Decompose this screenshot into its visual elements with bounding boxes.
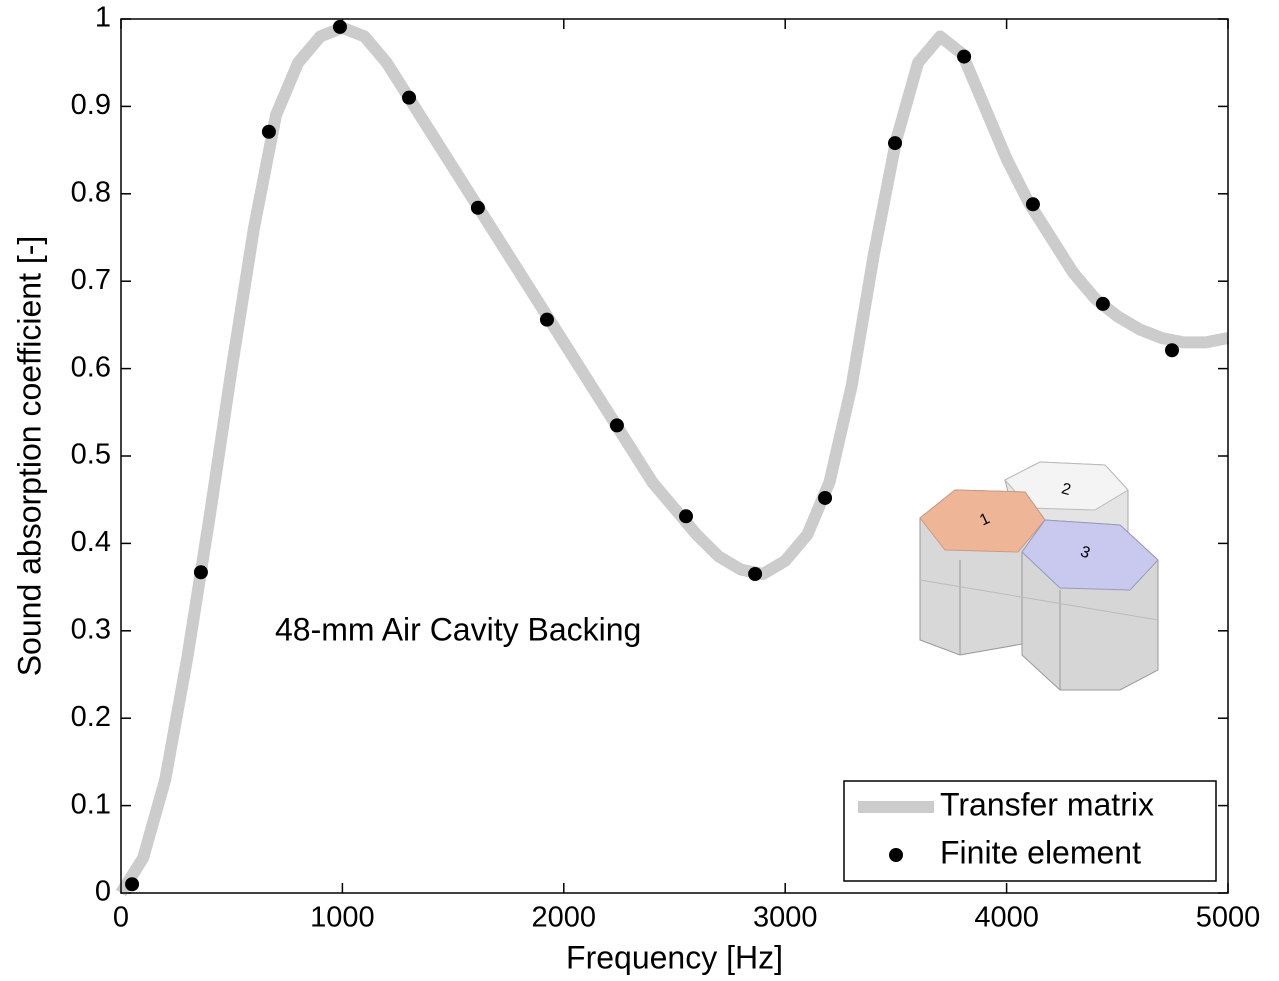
x-tick-label: 4000 — [974, 902, 1039, 934]
y-tick-label: 0.2 — [71, 701, 111, 733]
y-tick-label: 0.4 — [71, 526, 111, 558]
point — [1025, 197, 1040, 212]
inset-label: 2 — [1060, 480, 1073, 499]
point — [748, 566, 763, 581]
y-tick-label: 1 — [95, 2, 111, 34]
y-tick-label: 0.8 — [71, 176, 111, 208]
point — [1095, 296, 1110, 311]
point — [193, 565, 208, 580]
legend-label: Transfer matrix — [940, 786, 1154, 822]
hex-top — [1021, 519, 1159, 591]
point — [888, 136, 903, 151]
x-tick-label: 3000 — [753, 902, 818, 934]
point — [261, 124, 276, 139]
annotation: 48-mm Air Cavity Backing — [275, 611, 641, 647]
y-tick-label: 0 — [95, 876, 111, 908]
hex-edge — [919, 579, 1159, 621]
y-tick-label: 0.6 — [71, 351, 111, 383]
point — [402, 90, 417, 105]
plot-frame — [120, 18, 1229, 894]
line — [115, 21, 1230, 897]
x-tick-label: 1000 — [310, 902, 375, 934]
legend-swatch — [889, 848, 903, 862]
x-tick-label: 2000 — [532, 902, 597, 934]
point — [539, 312, 554, 327]
y-tick-label: 0.3 — [71, 613, 111, 645]
point — [818, 490, 833, 505]
legend-box — [843, 780, 1217, 882]
point — [125, 877, 140, 892]
point — [470, 200, 485, 215]
y-tick-label: 0.5 — [71, 439, 111, 471]
point — [957, 49, 972, 64]
legend-label: Finite element — [940, 834, 1141, 870]
y-tick-label: 0.7 — [71, 264, 111, 296]
y-tick-label: 0.9 — [71, 89, 111, 121]
point — [1164, 343, 1179, 358]
y-axis-label: Sound absorption coefficient [-] — [11, 236, 47, 677]
point — [609, 418, 624, 433]
x-tick-label: 0 — [113, 902, 129, 934]
y-tick-label: 0.1 — [71, 788, 111, 820]
point — [679, 509, 694, 524]
x-axis-label: Frequency [Hz] — [566, 939, 783, 975]
x-tick-label: 5000 — [1196, 902, 1261, 934]
point — [332, 19, 347, 34]
inset-illustration: 123 — [919, 461, 1159, 691]
